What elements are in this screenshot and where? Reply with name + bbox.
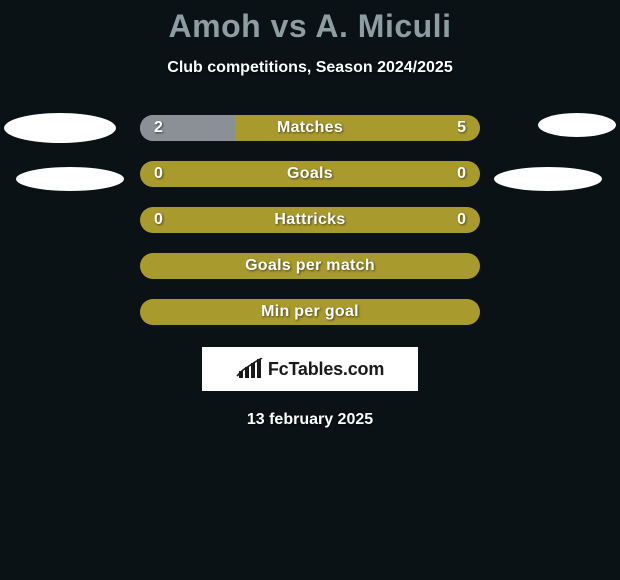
stat-value-right: 0 xyxy=(457,207,466,233)
stat-row-goals: Goals0 0 xyxy=(140,161,480,187)
player-a-name: Amoh xyxy=(169,8,262,44)
stat-label: Goals per match xyxy=(140,253,480,279)
stat-label: Min per goal xyxy=(140,299,480,325)
stat-rows: Matches25Goals00Hattricks00Goals per mat… xyxy=(140,115,480,325)
stat-label: Goals xyxy=(140,161,480,187)
competition-subtitle: Club competitions, Season 2024/2025 xyxy=(0,59,620,77)
stat-row-min_per_goal: Min per goal xyxy=(140,299,480,325)
stat-value-left: 2 xyxy=(154,115,163,141)
stat-value-left: 0 xyxy=(154,207,163,233)
page-title: Amoh vs A. Miculi xyxy=(0,8,620,45)
stat-row-matches: Matches2 5 xyxy=(140,115,480,141)
player-b-badge xyxy=(538,113,616,137)
stat-row-hattricks: Hattricks0 0 xyxy=(140,207,480,233)
stat-value-right: 0 xyxy=(457,161,466,187)
player-b-badge-second xyxy=(494,167,602,191)
player-a-badge-second xyxy=(16,167,124,191)
player-a-badge xyxy=(4,113,116,143)
stat-label: Matches xyxy=(140,115,480,141)
vs-label: vs xyxy=(271,8,308,44)
comparison-card: Amoh vs A. Miculi Club competitions, Sea… xyxy=(0,0,620,580)
branding-box: FcTables.com xyxy=(202,347,418,391)
stat-value-left: 0 xyxy=(154,161,163,187)
stat-label: Hattricks xyxy=(140,207,480,233)
stat-row-goals_per_match: Goals per match xyxy=(140,253,480,279)
bar-chart-icon xyxy=(236,358,264,380)
player-b-name: A. Miculi xyxy=(315,8,451,44)
stats-area: Matches25Goals00Hattricks00Goals per mat… xyxy=(0,115,620,325)
branding-text: FcTables.com xyxy=(268,359,384,380)
footer-date: 13 february 2025 xyxy=(0,411,620,429)
stat-value-right: 5 xyxy=(457,115,466,141)
